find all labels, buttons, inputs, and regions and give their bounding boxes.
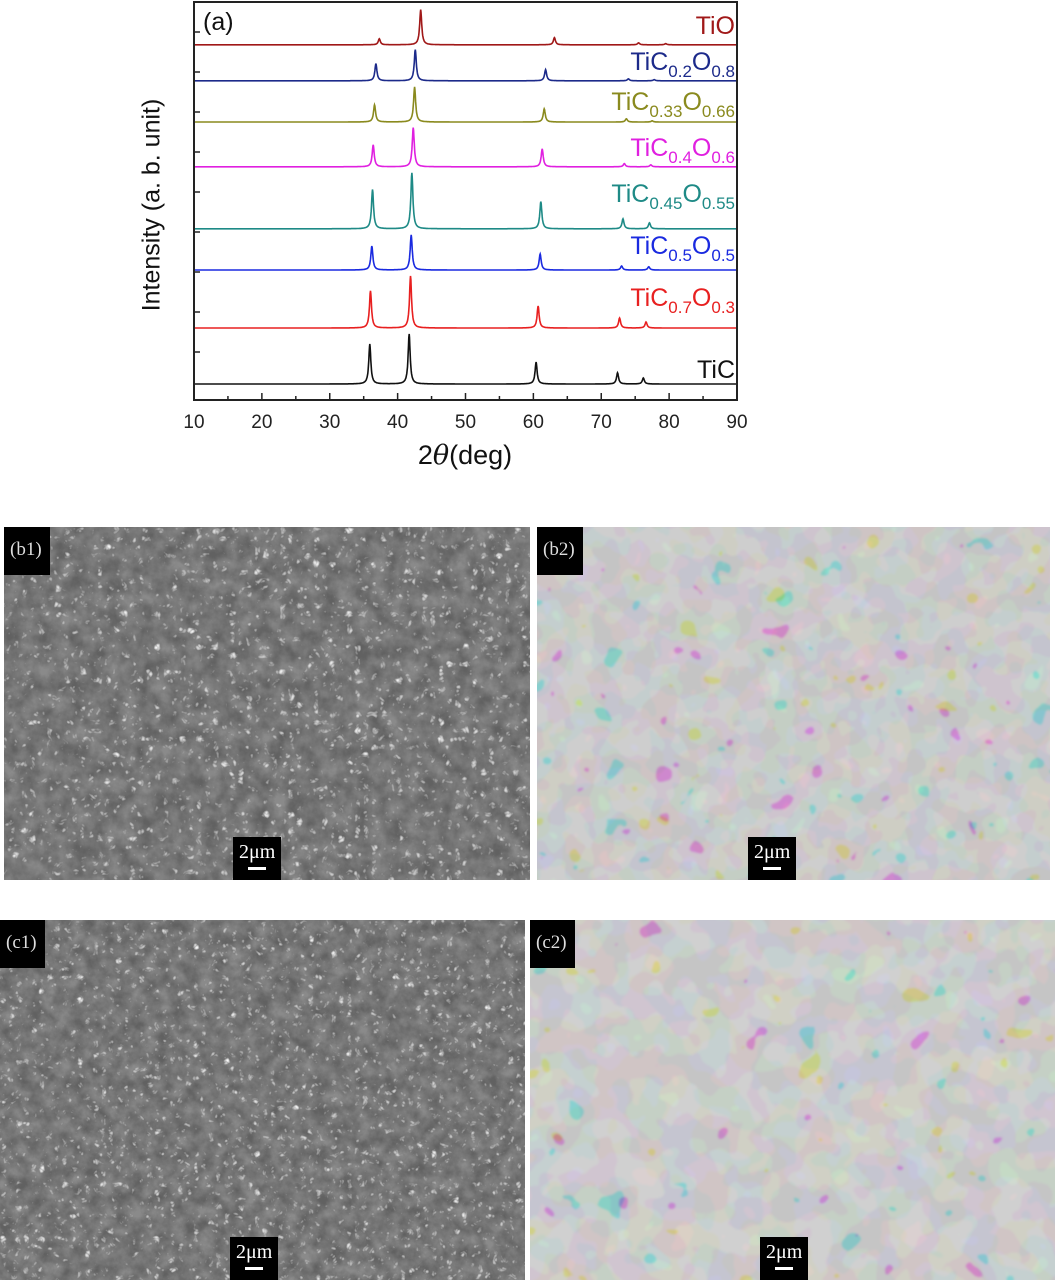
sem-texture [537, 527, 1050, 880]
series-label: TiC0.45O0.55 [611, 180, 735, 213]
formula-base: TiC [611, 180, 650, 208]
series-line-TiO [194, 9, 737, 46]
formula-base: TiC [630, 134, 669, 162]
y-axis-label: Intensity (a. b. unit) [137, 98, 166, 312]
oxygen-symbol: O [691, 284, 712, 312]
series-label: TiC0.5O0.5 [630, 232, 735, 265]
oxygen-symbol: O [682, 180, 702, 208]
oxygen-subscript: 0.5 [711, 246, 735, 265]
oxygen-subscript: 0.6 [711, 148, 735, 167]
oxygen-symbol: O [691, 232, 712, 260]
series-line-TiC [194, 333, 737, 385]
oxygen-subscript: 0.3 [711, 298, 735, 317]
formula-base: TiC [611, 88, 650, 116]
panel-label: (c1) [0, 920, 45, 968]
x-tick-label: 90 [726, 412, 747, 433]
formula-base: TiC [630, 284, 669, 312]
oxygen-symbol: O [691, 134, 712, 162]
panel-label: (b2) [537, 527, 583, 575]
x-tick-label: 50 [455, 412, 476, 433]
x-tick-label: 80 [659, 412, 680, 433]
series-label: TiC0.2O0.8 [630, 48, 735, 81]
series-line-TiC0.4O0.6 [194, 127, 737, 168]
oxygen-subscript: 0.8 [711, 62, 735, 81]
carbon-subscript: 0.4 [668, 148, 692, 167]
x-tick-label: 60 [523, 412, 544, 433]
carbon-subscript: 0.7 [668, 298, 692, 317]
plot-frame [193, 1, 738, 401]
formula-base: TiC [630, 48, 669, 76]
panel-label: (b1) [4, 527, 50, 575]
series-line-TiC0.45O0.55 [194, 172, 737, 230]
series-line-TiC0.33O0.66 [194, 86, 737, 123]
sem-image-b2: (b2) 2μm [537, 527, 1050, 880]
scale-bar: 2μm [748, 837, 797, 880]
carbon-subscript: 0.45 [649, 194, 683, 213]
x-tick-label: 10 [183, 412, 204, 433]
carbon-subscript: 0.33 [649, 102, 683, 121]
series-label: TiO [696, 14, 735, 39]
xrd-chart: 10 20 30 40 50 60 70 80 90 [183, 1, 748, 433]
carbon-subscript: 0.2 [668, 62, 692, 81]
x-tick-label: 20 [251, 412, 272, 433]
formula-base: TiC [630, 232, 669, 260]
series-line-TiC0.5O0.5 [194, 234, 737, 271]
sem-image-c1: (c1) 2μm [0, 920, 525, 1280]
series-label: TiC0.33O0.66 [611, 88, 735, 121]
x-tick-label: 70 [591, 412, 612, 433]
series-label: TiC0.7O0.3 [630, 284, 735, 317]
sem-texture [530, 920, 1055, 1280]
series-label: TiC0.4O0.6 [630, 134, 735, 167]
oxygen-subscript: 0.66 [701, 102, 735, 121]
oxygen-symbol: O [691, 48, 712, 76]
sem-texture [0, 920, 525, 1280]
oxygen-subscript: 0.55 [701, 194, 735, 213]
formula-base: TiC [697, 356, 735, 384]
panel-label-a: (a) [203, 8, 234, 36]
carbon-subscript: 0.5 [668, 246, 692, 265]
series-line-TiC0.2O0.8 [194, 49, 737, 82]
sem-image-c2: (c2) 2μm [530, 920, 1055, 1280]
oxygen-symbol: O [682, 88, 702, 116]
scale-bar: 2μm [233, 837, 282, 880]
formula-base: TiO [695, 12, 735, 40]
x-tick-label: 40 [387, 412, 408, 433]
x-axis-label: 2θ(deg) [417, 440, 513, 471]
panel-label: (c2) [530, 920, 575, 968]
series-line-TiC0.7O0.3 [194, 275, 737, 329]
sem-texture [4, 527, 530, 880]
series-label: TiC [697, 358, 735, 383]
scale-bar: 2μm [230, 1237, 279, 1280]
sem-image-b1: (b1) 2μm [4, 527, 530, 880]
scale-bar: 2μm [760, 1237, 809, 1280]
x-tick-label: 30 [319, 412, 340, 433]
